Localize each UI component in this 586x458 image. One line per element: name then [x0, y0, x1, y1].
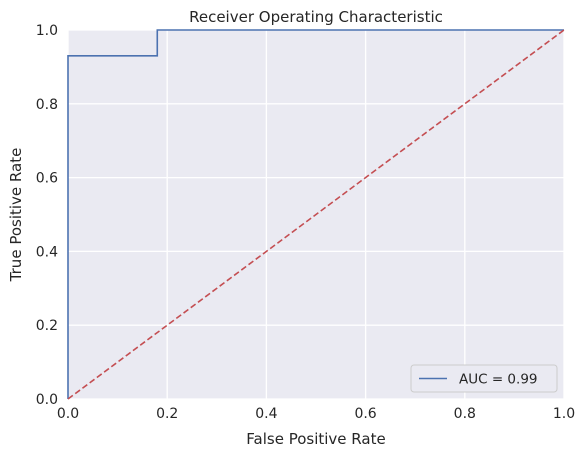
- chart-title: Receiver Operating Characteristic: [189, 8, 443, 26]
- y-axis-title: True Positive Rate: [7, 148, 25, 283]
- x-tick-labels: 0.0 0.2 0.4 0.6 0.8 1.0: [57, 406, 575, 422]
- y-tick-label: 0.2: [36, 318, 58, 334]
- x-tick-label: 0.8: [454, 406, 476, 422]
- x-tick-label: 1.0: [553, 406, 575, 422]
- series-layer: [67, 29, 565, 400]
- legend: AUC = 0.99: [410, 364, 558, 393]
- grid-lines: [67, 29, 565, 400]
- x-tick-label: 0.0: [57, 406, 79, 422]
- y-tick-label: 0.8: [36, 97, 58, 113]
- y-tick-labels: 0.0 0.2 0.4 0.6 0.8 1.0: [36, 23, 58, 408]
- y-tick-label: 0.4: [36, 244, 58, 260]
- y-tick-label: 0.0: [36, 392, 58, 408]
- x-tick-label: 0.2: [156, 406, 178, 422]
- x-tick-label: 0.6: [354, 406, 376, 422]
- legend-label-auc: AUC = 0.99: [459, 372, 538, 388]
- y-tick-label: 0.6: [36, 171, 58, 187]
- x-axis-title: False Positive Rate: [246, 430, 385, 448]
- y-tick-label: 1.0: [36, 23, 58, 39]
- x-tick-label: 0.4: [255, 406, 277, 422]
- chance-diagonal-line: [67, 29, 565, 400]
- legend-box: [410, 364, 558, 393]
- roc-curve-line: [67, 29, 564, 399]
